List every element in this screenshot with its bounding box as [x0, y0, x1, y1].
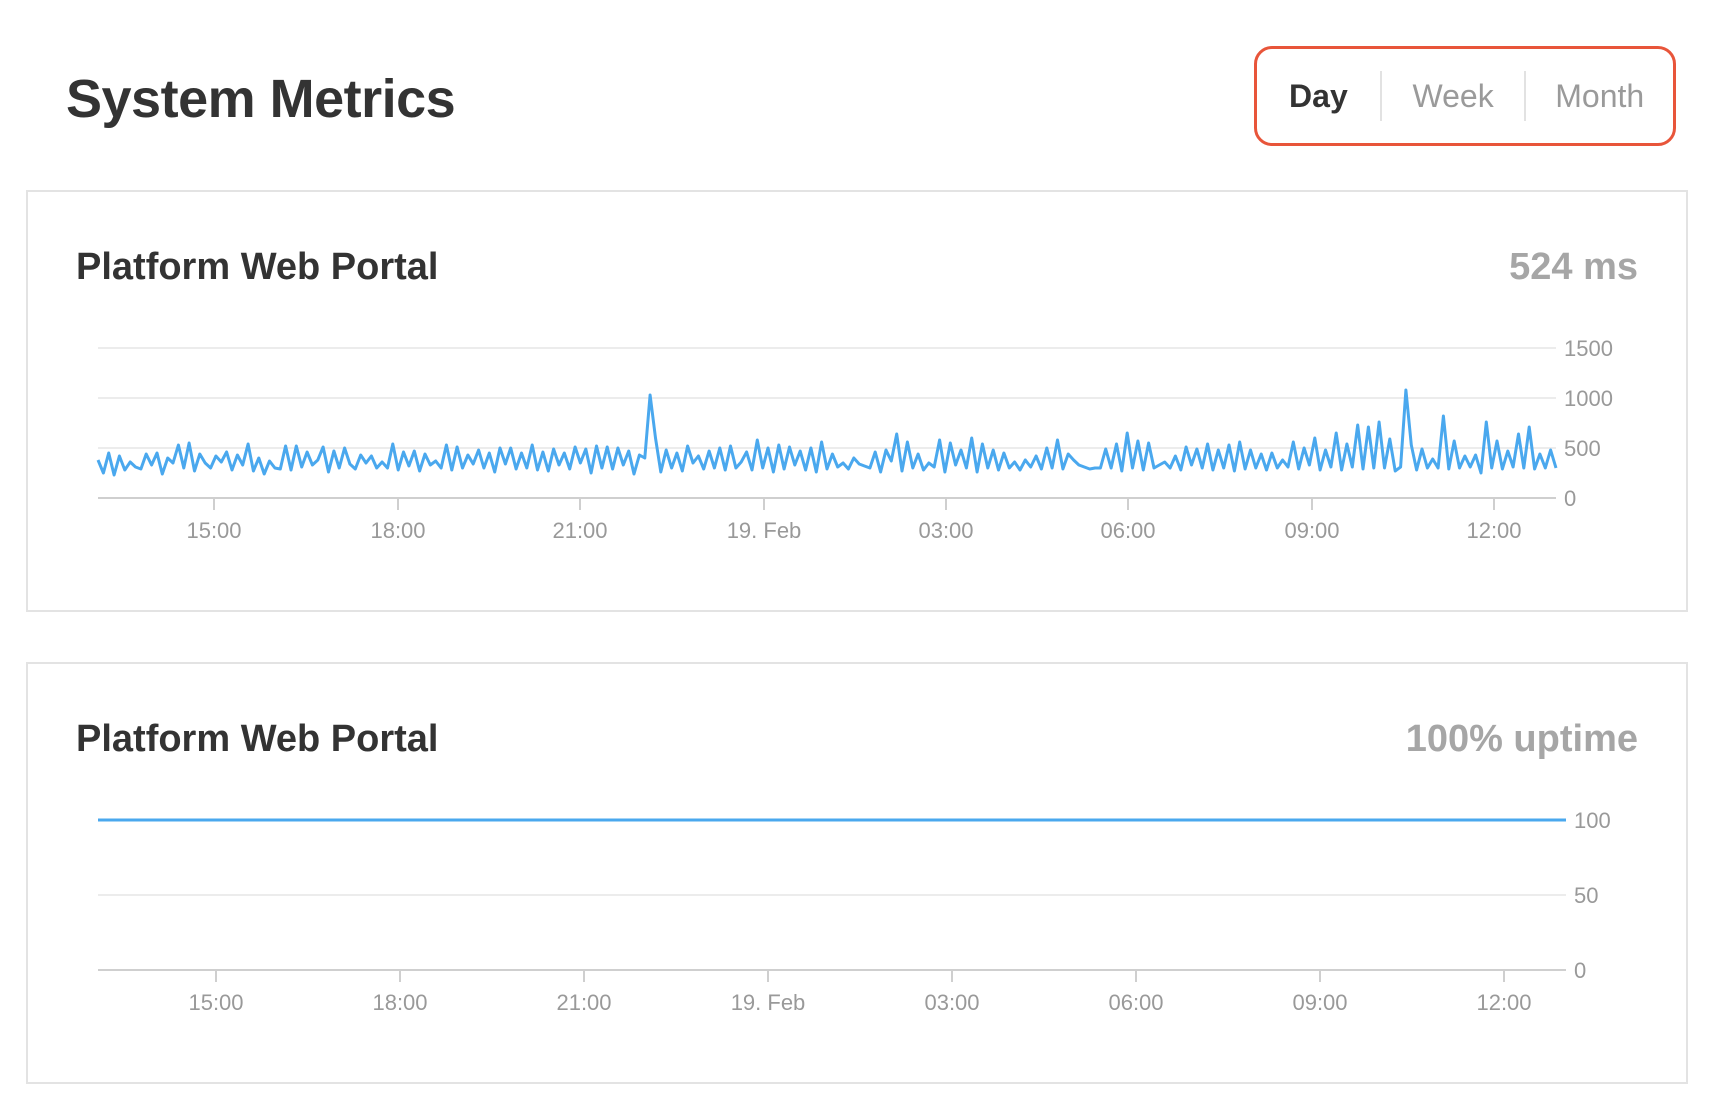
x-tick-label: 18:00 [370, 518, 425, 543]
x-tick-label: 09:00 [1284, 518, 1339, 543]
range-day-button[interactable]: Day [1257, 49, 1380, 143]
x-tick-label: 06:00 [1100, 518, 1155, 543]
x-tick-label: 19. Feb [727, 518, 802, 543]
x-tick-label: 18:00 [372, 990, 427, 1015]
range-month-button[interactable]: Month [1526, 49, 1673, 143]
x-tick-label: 03:00 [918, 518, 973, 543]
range-week-button[interactable]: Week [1382, 49, 1525, 143]
page-title: System Metrics [66, 69, 456, 129]
range-divider [1379, 71, 1382, 121]
card-value: 524 ms [1509, 246, 1638, 288]
x-tick-label: 06:00 [1108, 990, 1163, 1015]
uptime-chart: 0 50 100 15:00 18:00 21:00 19. Feb 03:00 06:00 09… [98, 808, 1611, 1015]
x-tick-label: 15:00 [186, 518, 241, 543]
response-time-chart: 0 500 1000 1500 15:00 18:00 21:00 19. Feb 03:00 0… [96, 336, 1613, 543]
range-divider [1524, 71, 1527, 121]
y-tick-label: 0 [1574, 958, 1586, 983]
metric-card-response-time: Platform Web Portal 524 ms 0 500 1000 1500 1… [26, 190, 1688, 612]
card-title: Platform Web Portal [76, 246, 439, 288]
y-tick-label: 1500 [1564, 336, 1613, 361]
x-tick-label: 21:00 [552, 518, 607, 543]
x-tick-label: 12:00 [1476, 990, 1531, 1015]
x-tick-label: 15:00 [188, 990, 243, 1015]
card-value: 100% uptime [1405, 718, 1638, 760]
x-tick-label: 19. Feb [731, 990, 806, 1015]
x-tick-label: 12:00 [1466, 518, 1521, 543]
y-tick-label: 500 [1564, 436, 1601, 461]
y-tick-label: 0 [1564, 486, 1576, 511]
x-tick-label: 03:00 [924, 990, 979, 1015]
card-title: Platform Web Portal [76, 718, 439, 760]
series-line [96, 388, 1558, 477]
x-tick-label: 09:00 [1292, 990, 1347, 1015]
x-tick-label: 21:00 [556, 990, 611, 1015]
y-tick-label: 50 [1574, 883, 1598, 908]
y-tick-label: 1000 [1564, 386, 1613, 411]
metric-card-uptime: Platform Web Portal 100% uptime 0 50 100 15… [26, 662, 1688, 1084]
time-range-toggle: Day Week Month [1254, 46, 1676, 146]
y-tick-label: 100 [1574, 808, 1611, 833]
